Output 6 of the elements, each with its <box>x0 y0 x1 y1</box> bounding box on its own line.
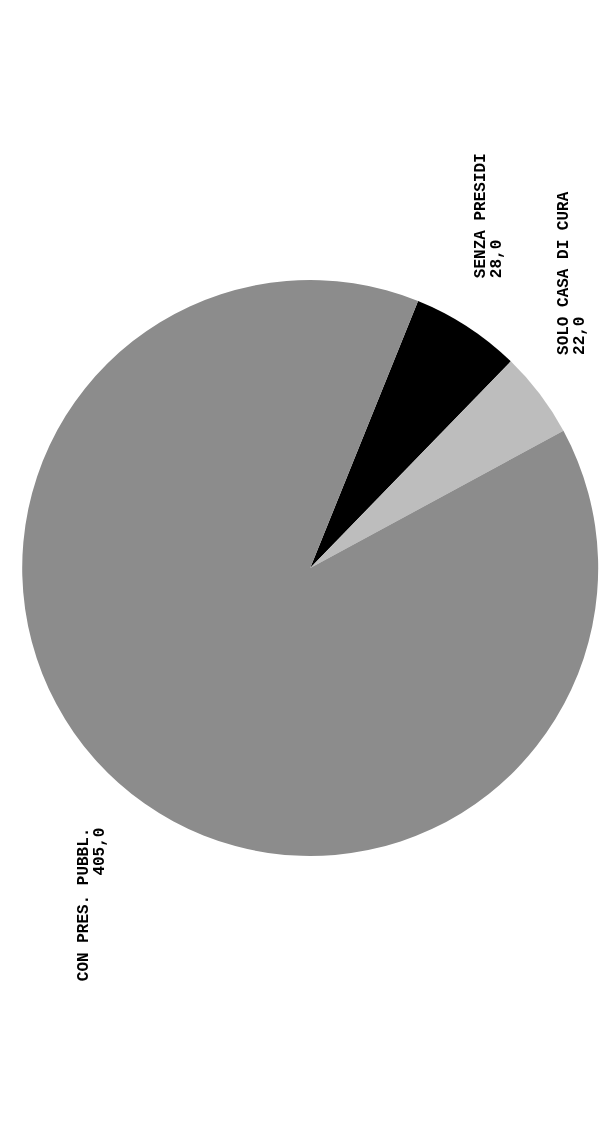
slice-label: SENZA PRESIDI <box>472 153 491 279</box>
slice-label: SOLO CASA DI CURA <box>554 191 573 355</box>
data-label: 22,0 <box>570 316 589 355</box>
slice-label: CON PRES. PUBBL. <box>74 827 93 982</box>
data-label: 405,0 <box>90 827 109 876</box>
data-label: 28,0 <box>488 239 507 279</box>
